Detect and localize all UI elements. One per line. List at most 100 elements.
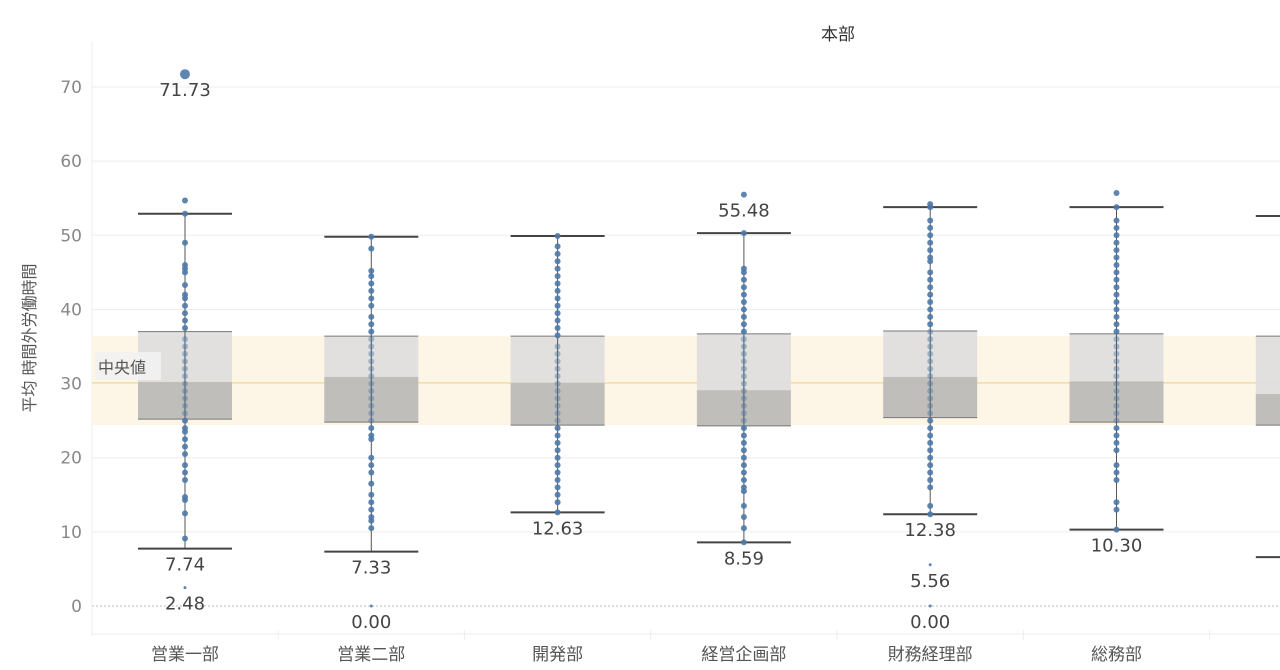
data-point	[927, 239, 934, 246]
value-label: 8.59	[724, 548, 764, 569]
data-point	[554, 476, 561, 483]
data-point	[554, 454, 561, 461]
data-point	[368, 436, 375, 443]
data-point	[554, 332, 561, 339]
data-point	[182, 324, 188, 331]
value-label: 10.30	[1091, 536, 1143, 557]
data-point	[927, 247, 934, 254]
data-point	[1113, 469, 1120, 476]
value-label: 55.48	[718, 201, 770, 222]
data-point	[1113, 358, 1120, 365]
data-point	[740, 432, 747, 439]
data-point	[740, 462, 747, 469]
data-point	[368, 267, 375, 274]
median-reference-label: 中央値	[98, 358, 146, 377]
data-point	[927, 502, 934, 509]
data-point	[740, 469, 747, 476]
data-point	[368, 499, 375, 506]
data-point	[927, 217, 934, 224]
data-point	[1113, 410, 1120, 417]
data-point	[1113, 269, 1120, 276]
data-point	[927, 402, 934, 409]
data-point	[368, 395, 375, 402]
data-point	[554, 258, 561, 265]
data-point	[1113, 506, 1120, 513]
data-point	[740, 306, 747, 313]
data-point	[182, 436, 188, 443]
value-label: 71.73	[159, 80, 211, 101]
data-point	[554, 402, 561, 409]
value-label: 0.00	[910, 612, 950, 633]
data-point	[1113, 261, 1120, 268]
data-point	[927, 439, 934, 446]
data-point	[740, 358, 747, 365]
data-point	[740, 230, 747, 237]
data-point	[554, 425, 561, 432]
data-point	[1113, 432, 1120, 439]
data-point	[927, 395, 934, 402]
data-point	[182, 310, 188, 317]
data-point	[740, 417, 747, 424]
data-point	[740, 525, 747, 532]
data-point	[554, 302, 561, 309]
data-point	[182, 402, 188, 409]
data-point	[368, 417, 375, 424]
y-tick-label: 30	[60, 375, 82, 395]
data-point	[927, 224, 934, 231]
data-point	[182, 380, 188, 387]
data-point	[182, 510, 188, 517]
data-point	[927, 380, 934, 387]
data-point	[182, 317, 188, 324]
data-point	[368, 365, 375, 372]
data-point	[927, 204, 934, 211]
data-point	[182, 350, 188, 357]
data-point	[927, 306, 934, 313]
data-point	[368, 321, 375, 328]
data-point	[927, 476, 934, 483]
data-point	[740, 276, 747, 283]
data-point	[182, 343, 188, 350]
data-point	[1113, 476, 1120, 483]
data-point	[740, 336, 747, 343]
data-point	[554, 317, 561, 324]
data-point	[740, 350, 747, 357]
data-point	[1113, 336, 1120, 343]
data-point	[182, 451, 188, 458]
data-point	[1113, 254, 1120, 261]
data-point	[1113, 439, 1120, 446]
data-point	[928, 604, 932, 608]
data-point	[554, 387, 561, 394]
data-point	[927, 462, 934, 469]
y-tick-label: 60	[60, 152, 82, 172]
data-point	[554, 350, 561, 357]
data-point	[368, 280, 375, 287]
x-category-label: 営業二部	[337, 645, 405, 665]
data-point	[182, 469, 188, 476]
box-lower	[1255, 393, 1280, 426]
data-point	[1113, 239, 1120, 246]
data-point	[1113, 321, 1120, 328]
data-point	[554, 280, 561, 287]
data-point	[554, 273, 561, 280]
data-point	[182, 281, 188, 288]
data-point	[740, 299, 747, 306]
data-point	[182, 535, 188, 542]
data-point	[182, 417, 188, 424]
data-point	[740, 387, 747, 394]
y-tick-label: 20	[60, 449, 82, 469]
data-point	[554, 343, 561, 350]
data-point	[183, 586, 187, 590]
data-point	[1113, 387, 1120, 394]
data-point	[554, 417, 561, 424]
data-point	[182, 365, 188, 372]
data-point	[740, 191, 747, 198]
data-point	[182, 476, 188, 483]
value-label: 12.63	[532, 518, 584, 539]
data-point	[554, 499, 561, 506]
data-point	[927, 373, 934, 380]
data-point	[927, 269, 934, 276]
data-point	[740, 488, 747, 495]
data-point	[182, 443, 188, 450]
x-category-label: 営業一部	[151, 645, 219, 665]
data-point	[927, 425, 934, 432]
